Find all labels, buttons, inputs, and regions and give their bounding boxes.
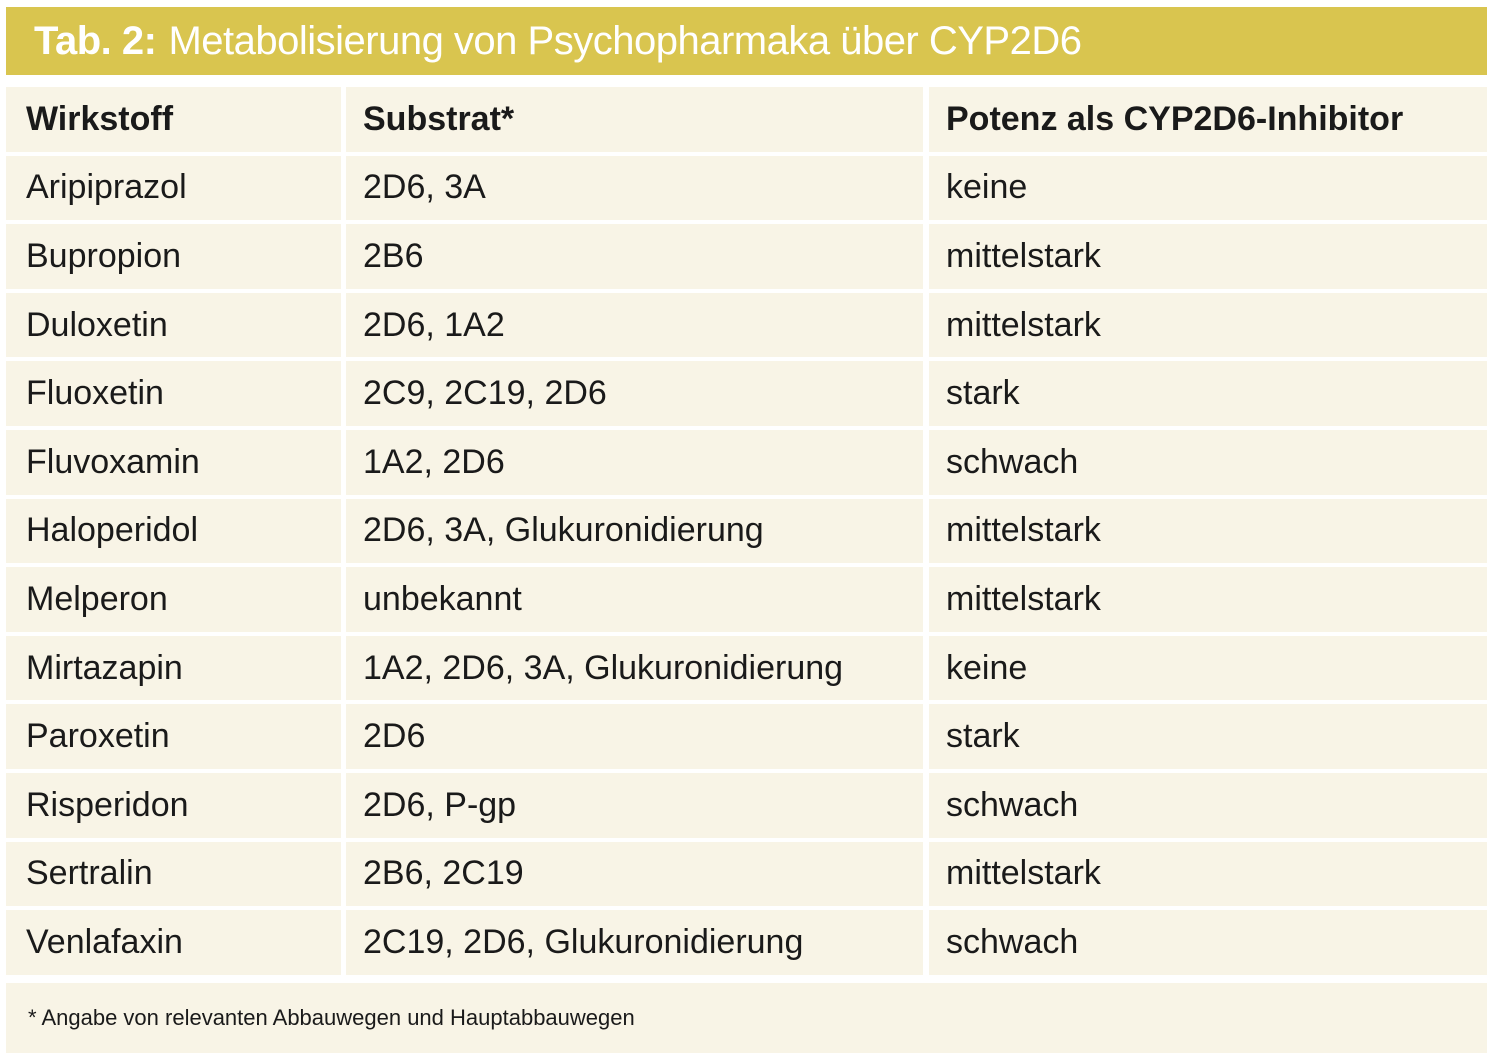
table-row: Venlafaxin 2C19, 2D6, Glukuronidierung s… — [6, 910, 1487, 979]
cell-wirkstoff: Melperon — [6, 567, 341, 636]
cell-substrat: 2D6, 3A — [346, 155, 923, 225]
cell-potenz: schwach — [929, 772, 1487, 842]
column-header-potenz: Potenz als CYP2D6-Inhibitor — [929, 87, 1487, 156]
cell-substrat: 2C19, 2D6, Glukuronidierung — [346, 910, 923, 979]
cell-substrat: 1A2, 2D6 — [346, 429, 923, 499]
cell-potenz: stark — [929, 704, 1487, 773]
cell-substrat: 2D6, 3A, Glukuronidierung — [346, 498, 923, 568]
table-row: Duloxetin 2D6, 1A2 mittelstark — [6, 292, 1487, 362]
cell-potenz: mittelstark — [929, 841, 1487, 911]
table-row: Fluvoxamin 1A2, 2D6 schwach — [6, 429, 1487, 499]
cell-substrat: 2C9, 2C19, 2D6 — [346, 361, 923, 430]
column-header-wirkstoff: Wirkstoff — [6, 87, 341, 156]
cell-wirkstoff: Mirtazapin — [6, 635, 341, 705]
cell-potenz: keine — [929, 155, 1487, 225]
cell-substrat: 2D6 — [346, 704, 923, 773]
cell-wirkstoff: Duloxetin — [6, 292, 341, 362]
table-row: Risperidon 2D6, P-gp schwach — [6, 772, 1487, 842]
table-row: Paroxetin 2D6 stark — [6, 704, 1487, 773]
data-table: Wirkstoff Substrat* Potenz als CYP2D6-In… — [6, 87, 1487, 979]
cell-potenz: keine — [929, 635, 1487, 705]
table-row: Fluoxetin 2C9, 2C19, 2D6 stark — [6, 361, 1487, 430]
table-footnote: * Angabe von relevanten Abbauwegen und H… — [6, 983, 1487, 1053]
cell-substrat: 1A2, 2D6, 3A, Glukuronidierung — [346, 635, 923, 705]
table-header-row: Wirkstoff Substrat* Potenz als CYP2D6-In… — [6, 87, 1487, 156]
cell-substrat: 2D6, P-gp — [346, 772, 923, 842]
table-row: Haloperidol 2D6, 3A, Glukuronidierung mi… — [6, 498, 1487, 568]
cell-potenz: mittelstark — [929, 224, 1487, 293]
table-title-text: Metabolisierung von Psychopharmaka über … — [168, 18, 1082, 63]
cell-substrat: unbekannt — [346, 567, 923, 636]
cell-wirkstoff: Paroxetin — [6, 704, 341, 773]
table-title: Tab. 2: Metabolisierung von Psychopharma… — [6, 7, 1487, 75]
cell-potenz: stark — [929, 361, 1487, 430]
cell-wirkstoff: Fluvoxamin — [6, 429, 341, 499]
cell-wirkstoff: Aripiprazol — [6, 155, 341, 225]
table-row: Bupropion 2B6 mittelstark — [6, 224, 1487, 293]
cell-wirkstoff: Fluoxetin — [6, 361, 341, 430]
cell-potenz: schwach — [929, 429, 1487, 499]
cell-potenz: mittelstark — [929, 498, 1487, 568]
cell-potenz: mittelstark — [929, 567, 1487, 636]
cell-wirkstoff: Bupropion — [6, 224, 341, 293]
cell-substrat: 2B6, 2C19 — [346, 841, 923, 911]
cell-wirkstoff: Venlafaxin — [6, 910, 341, 979]
cell-wirkstoff: Haloperidol — [6, 498, 341, 568]
cell-wirkstoff: Sertralin — [6, 841, 341, 911]
column-header-substrat: Substrat* — [346, 87, 923, 156]
cell-substrat: 2B6 — [346, 224, 923, 293]
table-row: Sertralin 2B6, 2C19 mittelstark — [6, 841, 1487, 911]
cell-wirkstoff: Risperidon — [6, 772, 341, 842]
table-number: Tab. 2: — [34, 18, 157, 63]
table-row: Aripiprazol 2D6, 3A keine — [6, 155, 1487, 225]
cell-potenz: mittelstark — [929, 292, 1487, 362]
cell-potenz: schwach — [929, 910, 1487, 979]
table-row: Mirtazapin 1A2, 2D6, 3A, Glukuronidierun… — [6, 635, 1487, 705]
cell-substrat: 2D6, 1A2 — [346, 292, 923, 362]
table-row: Melperon unbekannt mittelstark — [6, 567, 1487, 636]
